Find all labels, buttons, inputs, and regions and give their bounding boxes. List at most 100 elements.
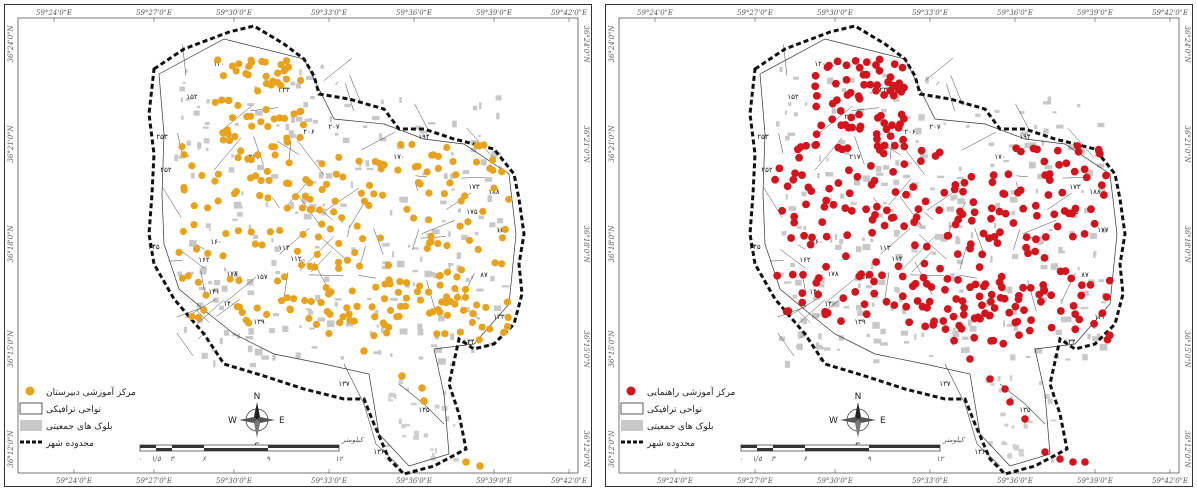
school-marker	[967, 172, 976, 181]
school-marker	[273, 277, 282, 285]
school-marker	[322, 180, 331, 188]
population-block	[295, 211, 299, 214]
population-block	[1009, 375, 1013, 381]
bottom-coordinate-label: 59°30'0"E	[216, 477, 252, 485]
population-block	[1040, 264, 1048, 270]
traffic-zone-border	[323, 212, 333, 220]
school-markers-layer	[771, 55, 1114, 466]
school-marker	[1067, 274, 1076, 283]
population-block	[856, 304, 862, 311]
traffic-zone-border	[814, 137, 843, 171]
school-marker	[345, 310, 353, 318]
population-block	[827, 77, 834, 85]
population-block	[997, 376, 1001, 382]
population-block	[817, 173, 820, 179]
school-marker	[251, 240, 259, 248]
school-marker	[996, 228, 1004, 237]
school-marker	[1100, 191, 1108, 199]
population-block	[862, 175, 871, 182]
zone-number-label: ۱۷۵	[466, 208, 478, 216]
population-block	[420, 256, 423, 263]
population-block	[935, 233, 943, 240]
school-marker	[812, 130, 821, 139]
population-block	[1066, 316, 1072, 323]
school-marker	[990, 304, 999, 312]
school-marker	[889, 168, 898, 176]
school-marker	[371, 313, 379, 321]
population-block	[873, 359, 880, 364]
traffic-zone-border	[900, 236, 936, 272]
population-block	[313, 209, 319, 212]
population-block	[949, 273, 955, 280]
zone-number-label: ۲۰۷	[328, 123, 340, 131]
school-marker	[262, 80, 271, 88]
population-block	[450, 333, 455, 340]
school-marker	[1070, 167, 1079, 176]
population-block	[412, 247, 419, 250]
school-marker	[301, 192, 309, 200]
school-marker	[880, 221, 889, 230]
school-marker	[872, 61, 880, 69]
population-block	[282, 325, 289, 333]
population-block	[412, 282, 416, 286]
top-coordinate-label: 59°42'0"E	[1152, 9, 1188, 17]
population-block	[196, 106, 201, 109]
school-marker	[453, 293, 462, 301]
population-block	[1007, 286, 1013, 294]
school-marker	[795, 153, 803, 162]
population-block	[254, 86, 257, 89]
population-block	[876, 173, 884, 176]
population-block	[1001, 441, 1005, 444]
population-block	[414, 430, 420, 437]
school-marker	[360, 347, 368, 355]
traffic-zone-border	[950, 75, 962, 101]
school-marker	[1071, 310, 1080, 318]
population-block	[241, 191, 244, 196]
population-block	[448, 231, 451, 237]
school-marker	[1001, 385, 1009, 393]
population-block	[177, 271, 182, 276]
population-block	[261, 355, 269, 360]
traffic-zone-border	[216, 298, 240, 317]
school-marker	[312, 320, 320, 328]
school-marker	[395, 312, 403, 320]
zone-number-label: ۱۵۷	[256, 273, 268, 281]
population-block	[930, 187, 935, 191]
school-marker	[505, 195, 513, 203]
school-marker	[211, 177, 219, 185]
population-block	[376, 324, 379, 328]
school-marker	[274, 69, 282, 77]
population-block	[187, 154, 190, 158]
population-block	[800, 318, 806, 323]
school-marker	[503, 298, 511, 306]
population-block	[400, 196, 408, 203]
bottom-coordinate-label: 59°30'0"E	[817, 477, 853, 485]
map-inner-frame	[17, 17, 579, 474]
population-block	[857, 310, 865, 316]
legend-marker-swatch	[626, 386, 636, 396]
traffic-zone-border	[323, 58, 352, 81]
population-block	[366, 167, 374, 171]
population-block	[221, 285, 228, 292]
school-marker	[269, 77, 277, 85]
traffic-zone-border	[1046, 192, 1073, 211]
population-block	[424, 270, 432, 278]
compass-needle	[855, 402, 861, 420]
population-block	[382, 243, 390, 247]
school-marker	[486, 325, 494, 333]
school-marker	[1014, 295, 1023, 304]
compass-west-label: W	[829, 416, 838, 426]
left-coordinate-label: 36°24'0"N	[608, 25, 616, 63]
school-marker	[436, 272, 444, 280]
population-block	[817, 344, 823, 348]
school-marker	[443, 242, 451, 250]
school-marker	[325, 290, 333, 298]
school-marker	[427, 232, 435, 240]
school-marker	[298, 204, 306, 212]
population-block	[291, 116, 296, 123]
school-marker	[368, 303, 376, 311]
school-marker	[403, 205, 411, 213]
school-marker	[802, 200, 810, 209]
population-block	[198, 287, 206, 291]
school-marker	[1022, 233, 1031, 242]
